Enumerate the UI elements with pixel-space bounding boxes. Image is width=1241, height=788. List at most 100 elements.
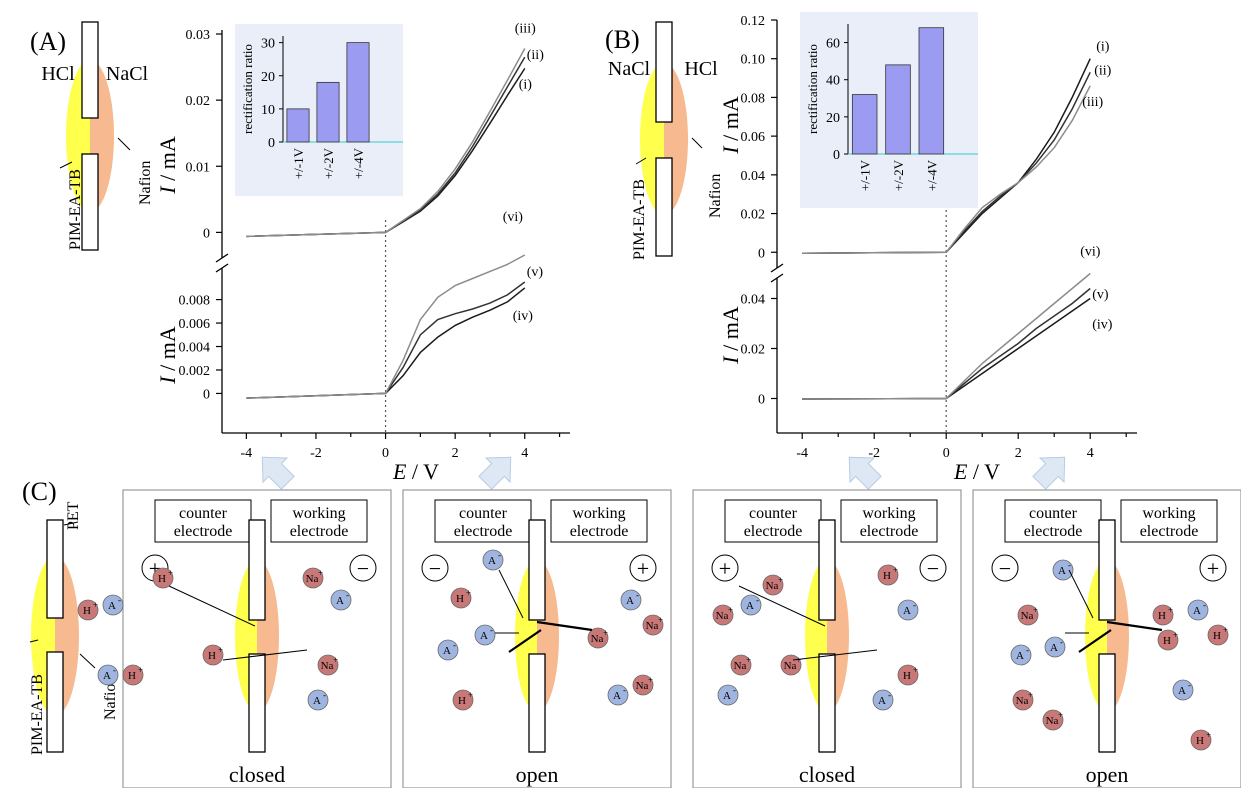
inset-y-tick-label: 20 bbox=[261, 70, 275, 85]
device-schematic-B bbox=[640, 21, 688, 257]
ion-flux-arrow bbox=[1068, 569, 1094, 619]
membrane-label: Nafion bbox=[137, 161, 154, 205]
series-line-upper-2 bbox=[802, 85, 1091, 254]
ion-sphere bbox=[762, 574, 784, 596]
inset-category-label: +/-4V bbox=[351, 147, 366, 179]
ion-sphere bbox=[122, 664, 144, 686]
x-axis-var: E bbox=[392, 459, 407, 484]
x-tick-label: 4 bbox=[521, 446, 528, 461]
ion-flux-arrow bbox=[498, 569, 524, 619]
ion-sphere bbox=[437, 639, 459, 661]
working-electrode-box bbox=[840, 499, 938, 543]
ion-sphere bbox=[1010, 644, 1032, 666]
ion-symbol: H bbox=[1163, 635, 1171, 647]
y-tick-label-upper: 0.06 bbox=[741, 130, 766, 145]
gate-state-label: open bbox=[1086, 762, 1129, 787]
y-tick-label-upper: 0.02 bbox=[186, 94, 211, 109]
polymer-label: PIM-EA-TB bbox=[67, 169, 84, 250]
ion-charge: + bbox=[318, 568, 323, 578]
axis-break-mark bbox=[215, 253, 229, 263]
ion-symbol: H bbox=[883, 570, 891, 582]
membrane-label: Nafion bbox=[102, 676, 119, 720]
x-tick-label: 2 bbox=[452, 446, 459, 461]
inset-bar-0 bbox=[286, 108, 310, 143]
ion: A- bbox=[437, 639, 459, 661]
ion-symbol: A bbox=[613, 690, 621, 702]
ion-sphere bbox=[1190, 729, 1212, 751]
inset-y-tick-label: 30 bbox=[261, 37, 275, 52]
series-label: (i) bbox=[519, 77, 533, 92]
inset-category-label: +/-2V bbox=[321, 147, 336, 179]
y-tick-label-lower: 0.02 bbox=[741, 343, 766, 358]
ion-sphere bbox=[897, 664, 919, 686]
panel-label: (C) bbox=[22, 477, 57, 506]
ion: A- bbox=[717, 684, 739, 706]
left-polarity-circle bbox=[991, 554, 1019, 582]
ion: A- bbox=[897, 599, 919, 621]
ion-sphere bbox=[1017, 604, 1039, 626]
working-electrode-box bbox=[270, 499, 368, 543]
ion-sphere bbox=[712, 604, 734, 626]
panel-label: (A) bbox=[30, 27, 66, 56]
ion-charge: + bbox=[218, 645, 223, 655]
pointer-line bbox=[29, 639, 39, 643]
ion-sphere bbox=[587, 627, 609, 649]
y-axis-unit: / mA bbox=[155, 136, 180, 186]
series-line-lower-0 bbox=[246, 287, 526, 399]
pet-support-top bbox=[818, 519, 836, 621]
ion: Na + bbox=[780, 654, 802, 676]
solution-right-label: HCl bbox=[684, 58, 718, 80]
series-label: (v) bbox=[527, 265, 544, 280]
ion: A- bbox=[607, 684, 629, 706]
series-label: (iii) bbox=[1082, 95, 1103, 110]
pointer-line bbox=[635, 157, 647, 165]
pet-support-bottom bbox=[1098, 653, 1116, 753]
ion-symbol: H bbox=[1158, 610, 1166, 622]
ion-charge: - bbox=[118, 595, 121, 605]
working-electrode-label: electrode bbox=[1140, 523, 1199, 540]
inset-y-tick-label: 0 bbox=[268, 136, 275, 151]
membrane-device bbox=[1085, 519, 1129, 753]
y-tick-label-upper: 0.01 bbox=[186, 160, 211, 175]
ion-symbol: Na bbox=[306, 573, 319, 585]
x-tick-label: -2 bbox=[868, 446, 880, 461]
pointer-line bbox=[63, 521, 79, 526]
ion-sphere bbox=[620, 589, 642, 611]
ion-sphere bbox=[1207, 624, 1229, 646]
ion-symbol: Na bbox=[766, 580, 779, 592]
y-axis-label-lower: I / mA bbox=[718, 306, 743, 365]
ion-symbol: Na bbox=[1046, 715, 1059, 727]
ion-symbol: A bbox=[723, 690, 731, 702]
ion: A- bbox=[1172, 679, 1194, 701]
ion: H + bbox=[897, 664, 919, 686]
ion-sphere bbox=[1052, 559, 1074, 581]
ion-symbol: A bbox=[1016, 650, 1024, 662]
polymer-label: PIM-EA-TB bbox=[29, 674, 46, 755]
x-tick-label: -4 bbox=[796, 446, 808, 461]
x-tick-label: 2 bbox=[1015, 446, 1022, 461]
counter-electrode-label: electrode bbox=[174, 523, 233, 540]
ion: H + bbox=[152, 567, 174, 589]
y-tick-label-lower: 0.008 bbox=[179, 294, 211, 309]
right-polarity-sign: + bbox=[637, 556, 649, 581]
ion-symbol: H bbox=[456, 593, 464, 605]
pet-support-top bbox=[1098, 519, 1116, 621]
ion: H + bbox=[77, 599, 99, 621]
series-line-upper-2 bbox=[246, 48, 526, 238]
ion-charge: - bbox=[113, 665, 116, 675]
ion-symbol: A bbox=[480, 630, 488, 642]
ion: H + bbox=[202, 644, 224, 666]
inset-y-tick-label: 20 bbox=[826, 111, 840, 126]
ion: A- bbox=[307, 689, 329, 711]
pointer-line bbox=[59, 161, 73, 169]
axis-break-mark bbox=[215, 263, 229, 273]
left-polarity-sign: − bbox=[999, 556, 1011, 581]
right-polarity-sign: − bbox=[357, 556, 369, 581]
ion-charge: + bbox=[468, 690, 473, 700]
x-axis-label: E / V bbox=[392, 459, 439, 484]
left-polarity-circle bbox=[421, 554, 449, 582]
y-tick-label-upper: 0.10 bbox=[741, 53, 766, 68]
ion-charge: - bbox=[490, 625, 493, 635]
